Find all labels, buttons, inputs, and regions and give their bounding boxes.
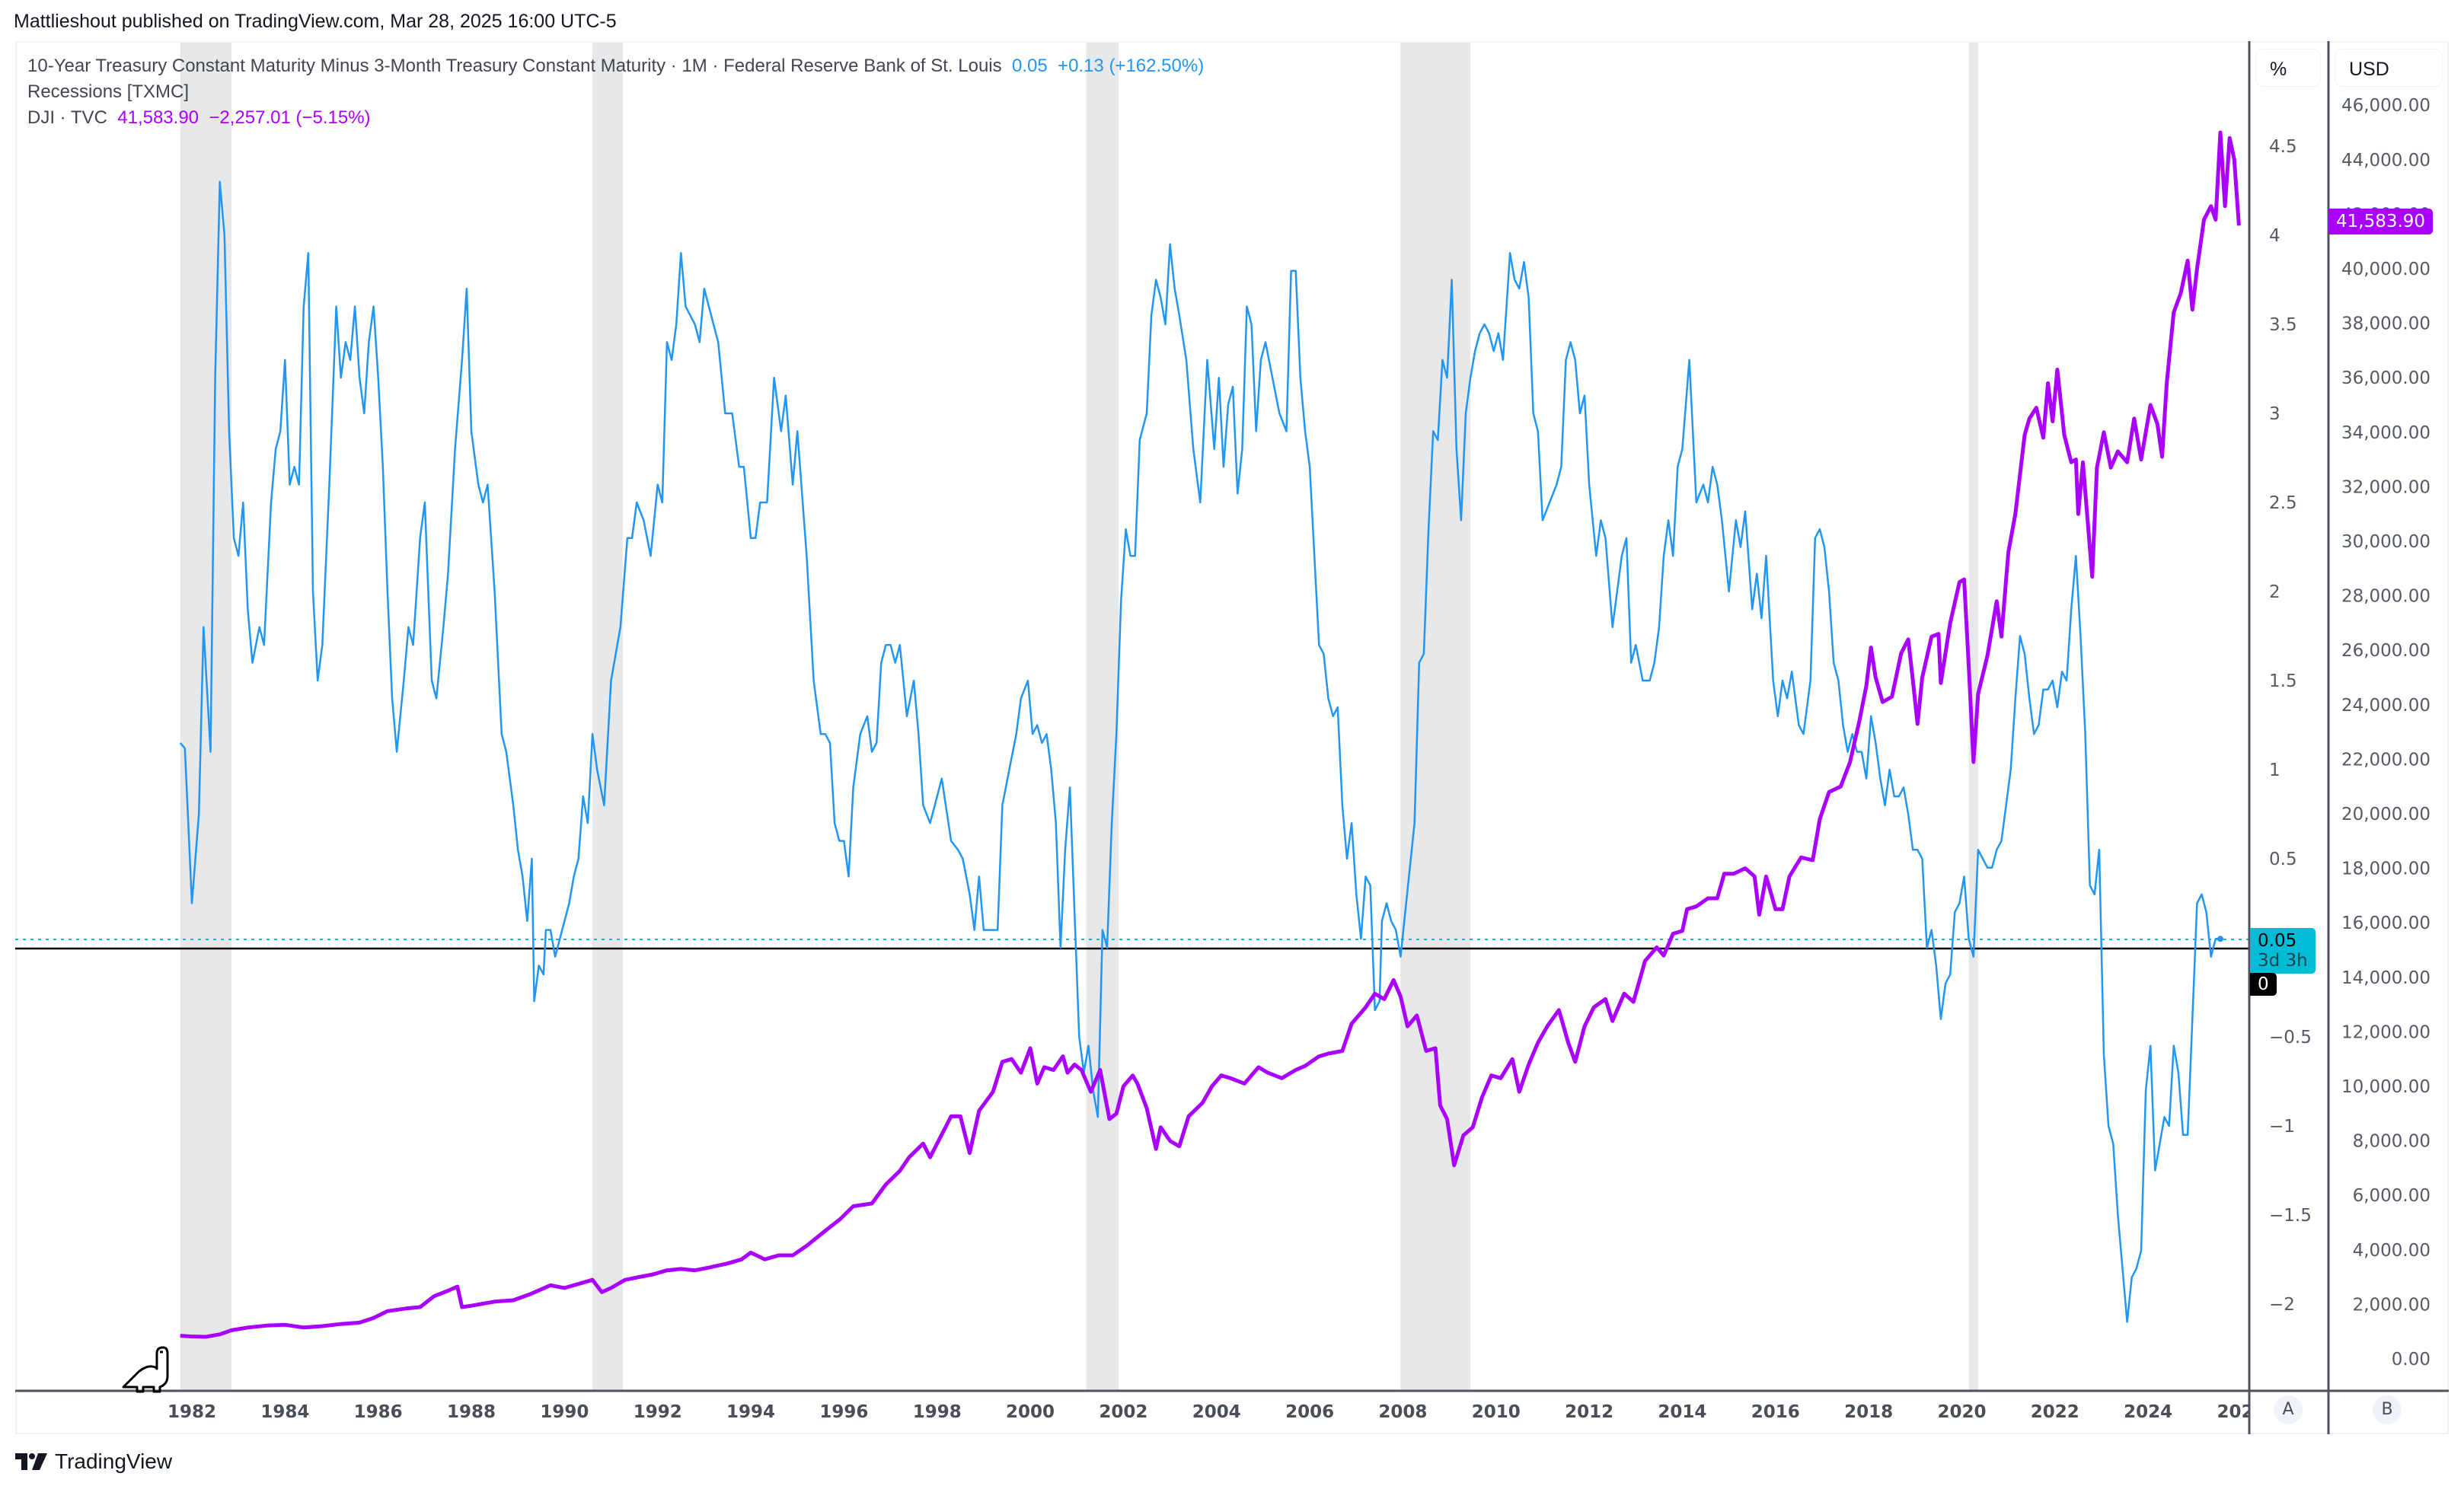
publisher-line: Mattlieshout published on TradingView.co… (14, 11, 617, 32)
time-tick-label: 1990 (540, 1402, 589, 1422)
time-tick-label: 2026 (2217, 1402, 2265, 1422)
usd-tick-label: 38,000.00 (2341, 314, 2430, 334)
legend-spread-title: 10-Year Treasury Constant Maturity Minus… (27, 56, 1002, 76)
usd-tick-label: 0.00 (2392, 1350, 2430, 1370)
usd-tick-label: 18,000.00 (2341, 859, 2430, 879)
spread-last-value: 0.05 (2258, 931, 2297, 951)
usd-tick-label: 26,000.00 (2341, 641, 2430, 661)
usd-tick-label: 16,000.00 (2341, 914, 2430, 933)
time-tick-label: 2002 (1099, 1402, 1147, 1422)
usd-tick-label: 14,000.00 (2341, 968, 2430, 988)
usd-tick-label: 30,000.00 (2341, 532, 2430, 552)
pct-tick-label: 4 (2269, 226, 2280, 246)
usd-tick-label: 12,000.00 (2341, 1022, 2430, 1042)
pct-tick-label: 1.5 (2269, 671, 2297, 691)
tradingview-logo-text: TradingView (55, 1449, 173, 1473)
time-tick-label: 2000 (1006, 1402, 1055, 1422)
usd-tick-label: 10,000.00 (2341, 1077, 2430, 1097)
pct-tick-label: 2 (2269, 582, 2280, 602)
time-tick-label: 2004 (1192, 1402, 1241, 1422)
tradingview-logo-icon (15, 1453, 47, 1470)
zero-line-tag: 0 (2250, 973, 2277, 996)
auto-scale-button[interactable]: A (2274, 1395, 2303, 1424)
dji-last-price-tag: 41,583.90 (2328, 209, 2434, 234)
usd-tick-label: 46,000.00 (2341, 96, 2430, 116)
time-tick-label: 2008 (1378, 1402, 1427, 1422)
series-layer (179, 130, 2241, 1339)
pct-tick-label: 3 (2269, 404, 2280, 424)
dji-series-line[interactable] (180, 130, 2241, 1339)
time-tick-label: 2022 (2031, 1402, 2079, 1422)
usd-tick-label: 34,000.00 (2341, 423, 2430, 443)
recession-band (1968, 43, 1978, 1390)
pct-tick-label: 4.5 (2269, 137, 2297, 157)
time-tick-label: 1996 (819, 1402, 868, 1422)
pct-tick-label: −1.5 (2269, 1206, 2312, 1226)
usd-tick-label: 22,000.00 (2341, 750, 2430, 770)
usd-tick-label: 4,000.00 (2353, 1241, 2430, 1261)
spread-countdown: 3d 3h (2258, 951, 2308, 971)
time-tick-label: 2024 (2124, 1402, 2172, 1422)
time-tick-label: 1992 (634, 1402, 682, 1422)
time-tick-label: 2012 (1565, 1402, 1613, 1422)
legend-dji-change: −2,257.01 (−5.15%) (209, 107, 371, 128)
pct-tick-label: 2.5 (2269, 493, 2297, 513)
time-tick-label: 2010 (1472, 1402, 1521, 1422)
usd-tick-label: 24,000.00 (2341, 696, 2430, 716)
legend-dji-value: 41,583.90 (117, 107, 199, 128)
time-tick-label: 1982 (168, 1402, 216, 1422)
time-tick-label: 1984 (260, 1402, 309, 1422)
usd-tick-label: 36,000.00 (2341, 368, 2430, 388)
recession-band (1086, 43, 1119, 1390)
spread-series-line[interactable] (179, 180, 2220, 1323)
usd-tick-label: 40,000.00 (2341, 260, 2430, 279)
pct-axis-ticks: 4.5 4 3.5 3 2.5 2 1.5 1 0.5 −0.5 −1 −1.5 −2 (2269, 137, 2312, 1315)
tradingview-logo[interactable]: TradingView (15, 1449, 172, 1474)
pct-tick-label: 0.5 (2269, 850, 2297, 869)
usd-tick-label: 32,000.00 (2341, 477, 2430, 497)
time-tick-label: 2014 (1658, 1402, 1706, 1422)
usd-axis-header[interactable]: USD (2335, 49, 2443, 87)
time-tick-label: 2016 (1751, 1402, 1800, 1422)
chart-frame (15, 41, 2449, 1434)
recession-bands (180, 43, 1978, 1390)
time-tick-label: 1994 (726, 1402, 775, 1422)
legend-dji-symbol: DJI · TVC (27, 107, 107, 128)
pct-tick-label: −1 (2269, 1117, 2295, 1137)
legend-row-dji[interactable]: DJI · TVC 41,583.90 −2,257.01 (−5.15%) (27, 105, 1204, 131)
pct-axis-header[interactable]: % (2255, 49, 2321, 87)
pct-tick-label: −0.5 (2269, 1028, 2312, 1048)
time-tick-label: 2018 (1844, 1402, 1893, 1422)
pct-tick-label: 1 (2269, 761, 2280, 780)
usd-tick-label: 44,000.00 (2341, 151, 2430, 171)
spread-last-price-tag: 0.05 3d 3h (2250, 928, 2316, 974)
dinosaur-icon (122, 1346, 169, 1393)
usd-tick-label: 28,000.00 (2341, 587, 2430, 607)
recession-band (592, 43, 623, 1390)
recession-band (1400, 43, 1471, 1390)
spread-last-point (2217, 936, 2223, 942)
time-tick-label: 2006 (1285, 1402, 1334, 1422)
chart-legend: 10-Year Treasury Constant Maturity Minus… (27, 53, 1204, 131)
legend-row-spread[interactable]: 10-Year Treasury Constant Maturity Minus… (27, 53, 1204, 79)
pct-tick-label: 3.5 (2269, 315, 2297, 335)
recession-band (180, 43, 231, 1390)
legend-spread-value: 0.05 (1011, 56, 1048, 76)
legend-recessions-title: Recessions [TXMC] (27, 81, 190, 102)
time-tick-label: 2020 (1937, 1402, 1986, 1422)
usd-tick-label: 6,000.00 (2353, 1186, 2430, 1206)
time-tick-label: 1986 (354, 1402, 403, 1422)
pct-tick-label: −2 (2269, 1295, 2295, 1315)
legend-spread-change: +0.13 (+162.50%) (1058, 56, 1205, 76)
legend-row-recessions[interactable]: Recessions [TXMC] (27, 79, 1204, 105)
usd-axis-ticks: 46,000.0044,000.0042,000.0040,000.0038,0… (2341, 96, 2430, 1370)
usd-tick-label: 8,000.00 (2353, 1132, 2430, 1152)
time-axis-ticks: 1982 1984 1986 1988 1990 1992 1994 1996 1998 2000… (168, 1402, 2265, 1422)
time-tick-label: 1988 (447, 1402, 496, 1422)
usd-scale-button[interactable]: B (2373, 1395, 2402, 1424)
time-tick-label: 1998 (913, 1402, 962, 1422)
usd-tick-label: 2,000.00 (2353, 1295, 2430, 1315)
usd-tick-label: 20,000.00 (2341, 805, 2430, 824)
